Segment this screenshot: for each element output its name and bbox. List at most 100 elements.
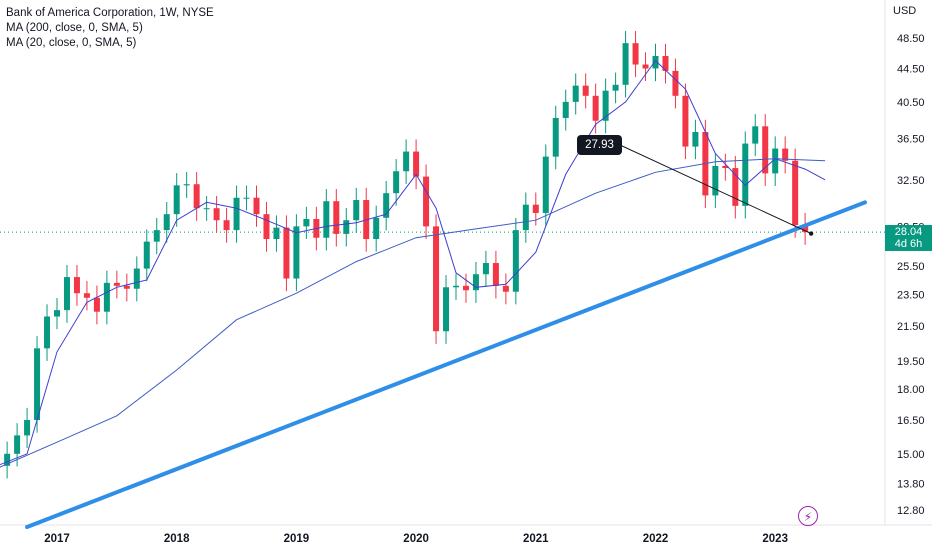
candle xyxy=(453,285,459,288)
candle xyxy=(213,208,220,221)
candle xyxy=(642,64,649,69)
candle xyxy=(472,274,479,291)
time-tick-label: 2020 xyxy=(403,533,429,545)
candle xyxy=(143,241,150,269)
trendline[interactable] xyxy=(25,200,867,530)
drawing-endpoint[interactable] xyxy=(808,231,814,236)
lightning-bolt-icon[interactable]: ⚡ xyxy=(798,506,818,526)
candles-layer xyxy=(4,30,809,479)
candle xyxy=(612,84,619,91)
candle xyxy=(163,214,170,231)
candle xyxy=(273,227,280,240)
drawing-line[interactable] xyxy=(619,144,812,234)
price-tick-label: 36.50 xyxy=(897,134,925,146)
candle xyxy=(263,214,270,240)
price-tick-label: 13.80 xyxy=(897,478,925,490)
candle xyxy=(802,225,809,233)
time-tick-label: 2023 xyxy=(762,533,788,545)
candle xyxy=(572,85,579,102)
candle xyxy=(403,151,410,172)
candle xyxy=(283,227,290,279)
candle xyxy=(203,208,210,210)
candle xyxy=(502,285,509,292)
candle xyxy=(482,263,489,275)
candle xyxy=(562,101,569,118)
price-tick-label: 18.00 xyxy=(897,384,925,396)
candle xyxy=(333,201,340,234)
chart-legend: Bank of America Corporation, 1W, NYSE MA… xyxy=(6,6,214,51)
candle xyxy=(243,197,250,199)
candle xyxy=(103,282,110,312)
candle xyxy=(632,43,639,65)
price-tick-label: 21.50 xyxy=(897,321,925,333)
candle xyxy=(662,55,669,71)
time-tick-label: 2022 xyxy=(643,533,669,545)
candle xyxy=(383,193,390,218)
candle xyxy=(423,176,430,227)
candle xyxy=(93,297,100,312)
candle xyxy=(672,70,679,96)
time-tick-label: 2019 xyxy=(284,533,310,545)
candle xyxy=(792,160,799,226)
price-tick-label: 16.50 xyxy=(897,415,925,427)
currency-label: USD xyxy=(893,5,917,17)
candle xyxy=(492,263,499,286)
candle xyxy=(54,310,60,317)
candle xyxy=(44,316,51,349)
candle xyxy=(233,197,240,231)
price-tick-label: 40.50 xyxy=(897,97,925,109)
candle xyxy=(223,220,230,231)
candle xyxy=(183,184,190,186)
candle xyxy=(443,287,450,332)
candle xyxy=(682,95,689,147)
candle xyxy=(413,151,420,177)
candle xyxy=(762,126,769,174)
candle xyxy=(522,204,529,231)
candle xyxy=(63,277,70,311)
price-axis[interactable]: 48.5044.5040.5036.5032.5028.5025.5023.50… xyxy=(897,33,925,517)
last-price-value: 28.04 xyxy=(894,226,923,238)
ma20-line xyxy=(0,59,826,466)
candle xyxy=(353,200,360,221)
candle xyxy=(602,90,609,121)
candle xyxy=(153,230,160,242)
last-price-tag: 28.04 4d 6h xyxy=(885,225,932,251)
drawing-price-callout[interactable]: 27.93 xyxy=(577,135,622,155)
candle xyxy=(293,226,300,279)
price-tick-label: 12.80 xyxy=(897,505,925,517)
candle xyxy=(652,55,659,69)
time-tick-label: 2018 xyxy=(164,533,190,545)
candle xyxy=(542,156,549,213)
legend-ma200[interactable]: MA (200, close, 0, SMA, 5) xyxy=(6,22,143,34)
price-tick-label: 19.50 xyxy=(897,356,925,368)
legend-title: Bank of America Corporation, 1W, NYSE xyxy=(6,7,214,19)
candle xyxy=(14,435,21,454)
candle xyxy=(582,85,589,96)
candle xyxy=(722,165,729,169)
candle xyxy=(373,217,380,240)
candle xyxy=(592,95,599,121)
candle xyxy=(532,204,539,213)
time-tick-label: 2017 xyxy=(44,533,70,545)
candle xyxy=(113,282,120,286)
candle xyxy=(622,43,629,85)
candle xyxy=(512,230,519,292)
price-tick-label: 44.50 xyxy=(897,63,925,75)
candle xyxy=(173,185,180,215)
candle xyxy=(552,117,559,157)
candle xyxy=(193,184,200,209)
candle xyxy=(433,226,440,332)
candle xyxy=(462,285,469,291)
price-tick-label: 32.50 xyxy=(897,175,925,187)
candle xyxy=(123,285,130,289)
time-axis[interactable]: 2017 2018 2019 2020 2021 2022 2023 xyxy=(44,533,788,545)
candle xyxy=(253,197,260,215)
candle xyxy=(742,143,749,206)
ma200-line xyxy=(0,158,826,468)
candle xyxy=(782,148,789,161)
candle xyxy=(393,171,400,194)
candle xyxy=(133,268,140,289)
price-tick-label: 23.50 xyxy=(897,290,925,302)
legend-ma20[interactable]: MA (20, close, 0, SMA, 5) xyxy=(6,37,137,49)
